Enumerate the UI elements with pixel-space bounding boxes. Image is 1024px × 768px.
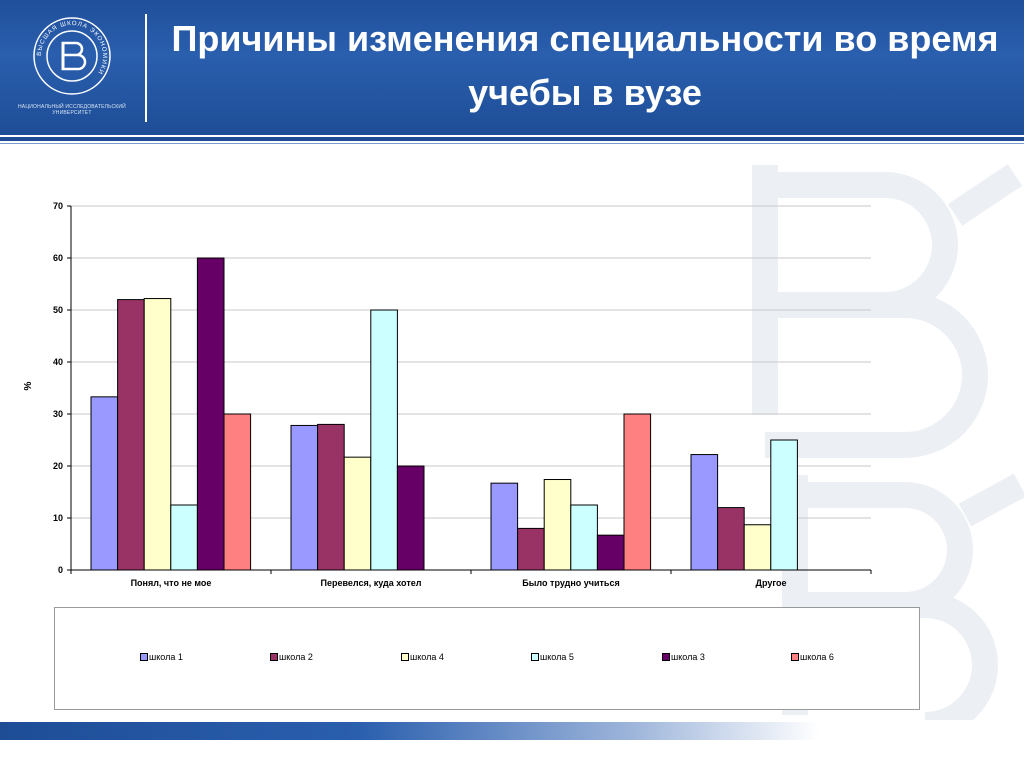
legend-item: школа 2 (270, 652, 313, 662)
legend-label: школа 4 (410, 652, 444, 662)
bar (690, 454, 719, 571)
legend-label: школа 5 (540, 652, 574, 662)
bar (317, 423, 345, 571)
bar (543, 479, 572, 571)
y-axis-label: % (23, 381, 34, 390)
legend-swatch (531, 653, 539, 661)
bar (490, 482, 519, 571)
university-logo: ВЫСШАЯ ШКОЛА ЭКОНОМИКИ (33, 17, 111, 95)
bar (170, 504, 198, 571)
logo-caption: НАЦИОНАЛЬНЫЙ ИССЛЕДОВАТЕЛЬСКИЙ УНИВЕРСИТ… (18, 104, 126, 116)
bar (143, 298, 172, 571)
bar (623, 413, 652, 571)
legend-item: школа 1 (140, 652, 183, 662)
legend-label: школа 3 (671, 652, 705, 662)
tick-labels: 0 10 20 30 40 50 60 70 Понял, что не мое Перевелс… (53, 201, 786, 588)
bar (596, 534, 625, 571)
bar (343, 456, 372, 571)
legend-swatch (662, 653, 670, 661)
legend-label: школа 6 (800, 652, 834, 662)
bar (370, 309, 398, 571)
bar (570, 504, 598, 571)
bar (196, 257, 225, 571)
y-tick-label: 10 (53, 513, 63, 523)
y-tick-label: 40 (53, 357, 63, 367)
bar (396, 465, 425, 571)
legend-swatch (140, 653, 148, 661)
bar (743, 524, 772, 571)
bar (90, 396, 119, 571)
bars (90, 257, 798, 571)
y-tick-label: 30 (53, 409, 63, 419)
y-tick-label: 60 (53, 253, 63, 263)
legend-item: школа 6 (791, 652, 834, 662)
x-tick-label: Понял, что не мое (131, 578, 212, 588)
legend-swatch (401, 653, 409, 661)
legend-item: школа 3 (662, 652, 705, 662)
footer-bar (0, 722, 1024, 740)
y-tick-label: 50 (53, 305, 63, 315)
legend-swatch (270, 653, 278, 661)
bar (290, 424, 319, 571)
bar (223, 413, 252, 571)
header-divider (145, 14, 147, 122)
legend-label: школа 1 (149, 652, 183, 662)
bar (117, 299, 145, 571)
legend-label: школа 2 (279, 652, 313, 662)
header-underline-thin (0, 143, 1024, 144)
page-title: Причины изменения специальности во время… (171, 18, 999, 113)
x-tick-label: Другое (756, 578, 787, 588)
bar (770, 439, 798, 571)
header-underline (0, 137, 1024, 141)
legend-item: школа 4 (401, 652, 444, 662)
axes (67, 205, 872, 574)
legend-item: школа 5 (531, 652, 574, 662)
bar (717, 507, 745, 571)
grid-lines (71, 205, 871, 519)
y-tick-label: 20 (53, 461, 63, 471)
chart-legend: школа 1 школа 2 школа 4 школа 5 школа 3 школа… (54, 607, 920, 710)
y-tick-label: 0 (58, 565, 63, 575)
x-tick-label: Было трудно учиться (522, 578, 619, 588)
x-tick-label: Перевелся, куда хотел (321, 578, 422, 588)
header-banner: ВЫСШАЯ ШКОЛА ЭКОНОМИКИ НАЦИОНАЛЬНЫЙ ИССЛ… (0, 0, 1024, 135)
bar (517, 527, 545, 571)
y-tick-label: 70 (53, 201, 63, 211)
legend-swatch (791, 653, 799, 661)
